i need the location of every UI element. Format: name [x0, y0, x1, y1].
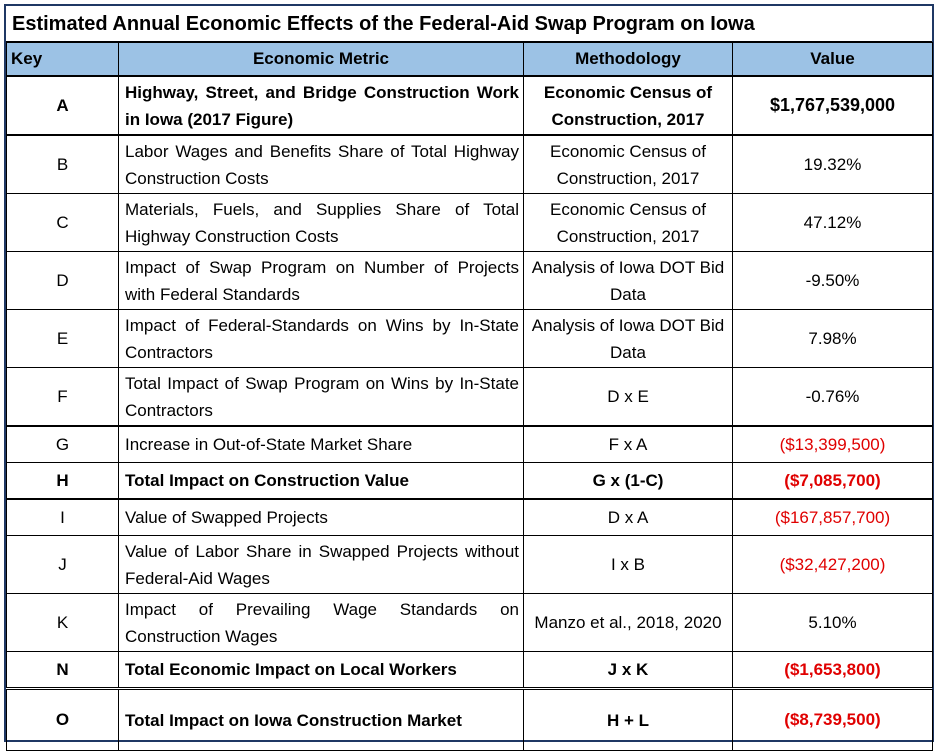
- row-methodology: Economic Census of Construction, 2017: [523, 75, 733, 136]
- table-row: G Increase in Out-of-State Market Share …: [6, 425, 933, 463]
- row-key: I: [6, 498, 119, 536]
- row-key: G: [6, 425, 119, 463]
- row-value: ($7,085,700): [732, 462, 933, 500]
- row-value: -9.50%: [732, 251, 933, 310]
- row-metric: Value of Labor Share in Swapped Projects…: [118, 535, 524, 594]
- row-metric: Materials, Fuels, and Supplies Share of …: [118, 193, 524, 252]
- table-row: A Highway, Street, and Bridge Constructi…: [6, 75, 933, 136]
- row-key: J: [6, 535, 119, 594]
- economic-effects-table: Key Economic Metric Methodology Value A …: [6, 42, 933, 751]
- table-row: H Total Impact on Construction Value G x…: [6, 462, 933, 500]
- row-metric: Total Impact on Iowa Construction Market: [118, 687, 524, 751]
- row-key: F: [6, 367, 119, 427]
- header-row: Key Economic Metric Methodology Value: [6, 42, 933, 77]
- row-key: E: [6, 309, 119, 368]
- table-row: E Impact of Federal-Standards on Wins by…: [6, 309, 933, 368]
- row-metric: Increase in Out-of-State Market Share: [118, 425, 524, 463]
- row-key: A: [6, 75, 119, 136]
- row-value: ($8,739,500): [732, 687, 933, 751]
- table-row: I Value of Swapped Projects D x A ($167,…: [6, 498, 933, 536]
- table-row: J Value of Labor Share in Swapped Projec…: [6, 535, 933, 594]
- row-value: $1,767,539,000: [732, 75, 933, 136]
- row-metric: Impact of Prevailing Wage Standards on C…: [118, 593, 524, 652]
- row-metric: Total Impact of Swap Program on Wins by …: [118, 367, 524, 427]
- row-metric: Value of Swapped Projects: [118, 498, 524, 536]
- row-key: N: [6, 651, 119, 689]
- row-value: ($13,399,500): [732, 425, 933, 463]
- row-methodology: F x A: [523, 425, 733, 463]
- row-key: B: [6, 134, 119, 194]
- header-methodology: Methodology: [523, 42, 733, 77]
- row-metric: Labor Wages and Benefits Share of Total …: [118, 134, 524, 194]
- row-metric: Impact of Swap Program on Number of Proj…: [118, 251, 524, 310]
- table-row: K Impact of Prevailing Wage Standards on…: [6, 593, 933, 652]
- row-metric: Highway, Street, and Bridge Construction…: [118, 75, 524, 136]
- row-metric: Impact of Federal-Standards on Wins by I…: [118, 309, 524, 368]
- row-methodology: Economic Census of Construction, 2017: [523, 134, 733, 194]
- table-row: O Total Impact on Iowa Construction Mark…: [6, 687, 933, 751]
- table-row: F Total Impact of Swap Program on Wins b…: [6, 367, 933, 427]
- row-metric: Total Economic Impact on Local Workers: [118, 651, 524, 689]
- header-metric: Economic Metric: [118, 42, 524, 77]
- row-methodology: I x B: [523, 535, 733, 594]
- table-row: D Impact of Swap Program on Number of Pr…: [6, 251, 933, 310]
- row-key: D: [6, 251, 119, 310]
- row-methodology: Manzo et al., 2018, 2020: [523, 593, 733, 652]
- row-metric: Total Impact on Construction Value: [118, 462, 524, 500]
- row-value: 7.98%: [732, 309, 933, 368]
- table-frame: Estimated Annual Economic Effects of the…: [4, 4, 934, 751]
- row-key: O: [6, 687, 119, 751]
- table-title: Estimated Annual Economic Effects of the…: [6, 6, 932, 42]
- row-value: ($167,857,700): [732, 498, 933, 536]
- row-value: 47.12%: [732, 193, 933, 252]
- table-row: B Labor Wages and Benefits Share of Tota…: [6, 134, 933, 194]
- header-key: Key: [6, 42, 119, 77]
- row-methodology: H + L: [523, 687, 733, 751]
- row-methodology: G x (1-C): [523, 462, 733, 500]
- row-methodology: Analysis of Iowa DOT Bid Data: [523, 251, 733, 310]
- table-row: C Materials, Fuels, and Supplies Share o…: [6, 193, 933, 252]
- row-value: ($1,653,800): [732, 651, 933, 689]
- row-key: H: [6, 462, 119, 500]
- row-methodology: Economic Census of Construction, 2017: [523, 193, 733, 252]
- row-value: ($32,427,200): [732, 535, 933, 594]
- row-value: 19.32%: [732, 134, 933, 194]
- table-row: N Total Economic Impact on Local Workers…: [6, 651, 933, 689]
- row-methodology: D x A: [523, 498, 733, 536]
- row-methodology: Analysis of Iowa DOT Bid Data: [523, 309, 733, 368]
- row-value: 5.10%: [732, 593, 933, 652]
- row-value: -0.76%: [732, 367, 933, 427]
- row-methodology: D x E: [523, 367, 733, 427]
- header-value: Value: [732, 42, 933, 77]
- row-methodology: J x K: [523, 651, 733, 689]
- row-key: C: [6, 193, 119, 252]
- row-key: K: [6, 593, 119, 652]
